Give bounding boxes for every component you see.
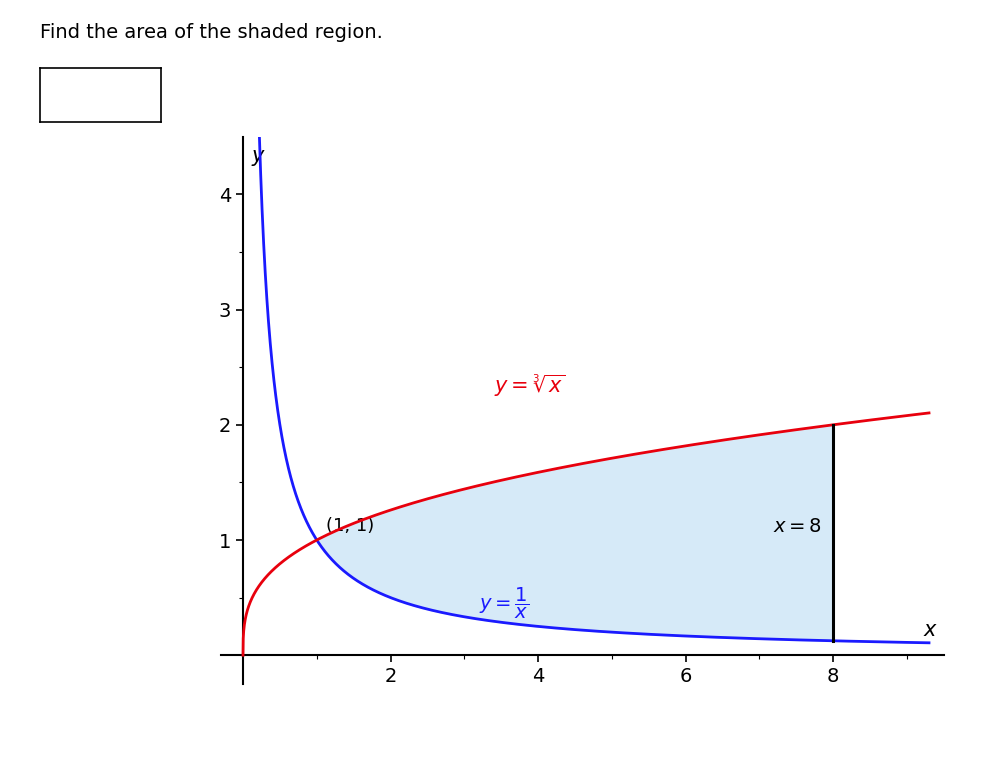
Text: $y = \sqrt[3]{x}$: $y = \sqrt[3]{x}$ <box>493 373 565 400</box>
Text: x: x <box>923 620 936 640</box>
Text: $x = 8$: $x = 8$ <box>772 517 821 536</box>
Text: y: y <box>252 146 264 166</box>
Text: Find the area of the shaded region.: Find the area of the shaded region. <box>40 23 383 42</box>
Text: $y = \dfrac{1}{x}$: $y = \dfrac{1}{x}$ <box>478 586 529 621</box>
Text: (1, 1): (1, 1) <box>325 518 373 535</box>
